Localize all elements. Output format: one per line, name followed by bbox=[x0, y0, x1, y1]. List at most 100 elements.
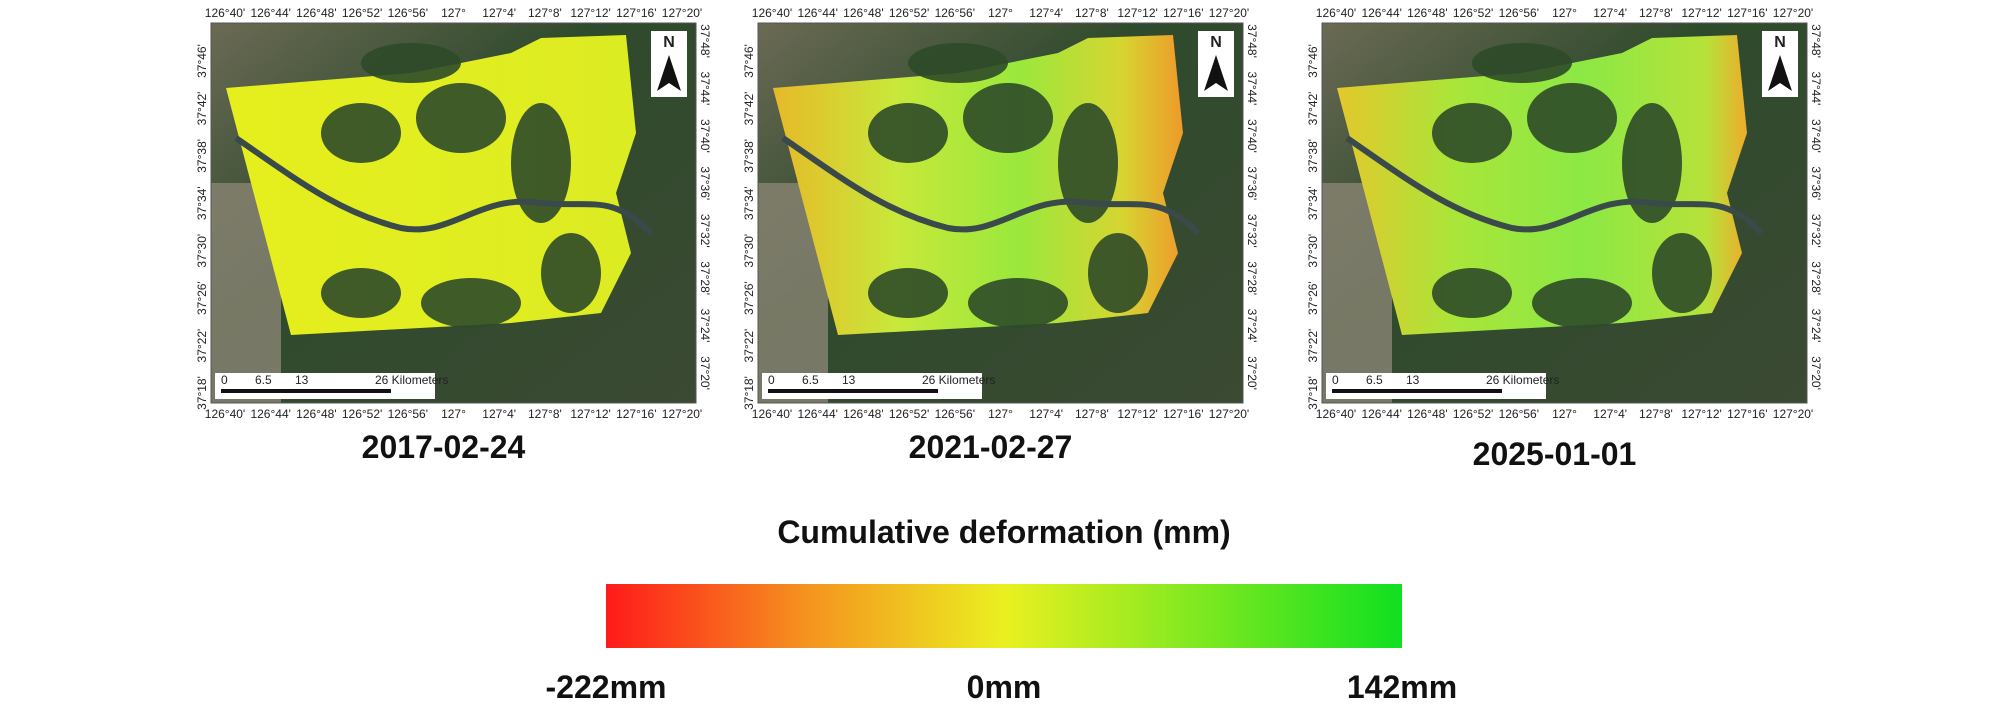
lon-tick-label: 126°56' bbox=[388, 407, 428, 421]
forest-area bbox=[1652, 233, 1712, 313]
lon-tick-label: 127° bbox=[988, 6, 1013, 20]
lon-tick-label: 126°48' bbox=[843, 407, 883, 421]
north-arrow-shape bbox=[1204, 55, 1228, 91]
lat-tick-label: 37°48' bbox=[698, 24, 712, 58]
north-label: N bbox=[1210, 34, 1222, 51]
scale-bar-box bbox=[215, 373, 435, 399]
lat-tick-label: 37°34' bbox=[1306, 186, 1320, 220]
map-panel: N 0 6.5 13 26 Kilometers 126°40' 126°40' 126°44… bbox=[1306, 6, 1823, 421]
lat-tick-label: 37°44' bbox=[1809, 72, 1823, 106]
map-frame bbox=[757, 22, 1244, 404]
lon-tick-label: 126°40' bbox=[205, 407, 245, 421]
scale-bar-line bbox=[221, 389, 391, 393]
forest-area bbox=[968, 278, 1068, 328]
lon-tick-label: 127° bbox=[1552, 6, 1577, 20]
forest-area bbox=[416, 83, 506, 153]
forest-area bbox=[1088, 233, 1148, 313]
legend-max-label: 142mm bbox=[1347, 669, 1457, 705]
forest-area bbox=[1058, 103, 1118, 223]
forest-area bbox=[1532, 278, 1632, 328]
lon-tick-label: 127°20' bbox=[662, 407, 702, 421]
lon-tick-label: 127°20' bbox=[662, 6, 702, 20]
lon-tick-label: 127°16' bbox=[1163, 6, 1203, 20]
lon-tick-label: 127°16' bbox=[1163, 407, 1203, 421]
lat-tick-label: 37°36' bbox=[698, 166, 712, 200]
lon-tick-label: 127°4' bbox=[1029, 6, 1063, 20]
lon-tick-label: 126°44' bbox=[1361, 6, 1401, 20]
lat-tick-label: 37°28' bbox=[1245, 261, 1259, 295]
lon-tick-label: 126°40' bbox=[205, 6, 245, 20]
lat-tick-label: 37°26' bbox=[195, 281, 209, 315]
lat-tick-label: 37°44' bbox=[698, 72, 712, 106]
lon-tick-label: 127° bbox=[988, 407, 1013, 421]
lon-tick-label: 126°52' bbox=[889, 407, 929, 421]
forest-area bbox=[868, 103, 948, 163]
north-arrow: N bbox=[1762, 31, 1798, 97]
lat-tick-label: 37°22' bbox=[742, 329, 756, 363]
north-arrow-shape bbox=[1768, 55, 1792, 91]
lat-tick-label: 37°34' bbox=[195, 186, 209, 220]
lat-tick-label: 37°30' bbox=[742, 234, 756, 268]
panel-date: 2025-01-01 bbox=[1473, 436, 1637, 472]
lon-tick-label: 127°8' bbox=[528, 407, 562, 421]
scale-bar-label: 6.5 bbox=[802, 373, 819, 387]
scale-bar-line bbox=[768, 389, 938, 393]
lat-tick-label: 37°42' bbox=[195, 92, 209, 126]
lat-tick-label: 37°40' bbox=[1245, 119, 1259, 153]
panel-date: 2017-02-24 bbox=[362, 429, 526, 465]
lon-tick-label: 127°20' bbox=[1773, 407, 1813, 421]
lon-tick-label: 127°16' bbox=[616, 407, 656, 421]
lon-tick-label: 127°12' bbox=[570, 407, 610, 421]
forest-area bbox=[361, 43, 461, 83]
lat-tick-label: 37°46' bbox=[195, 44, 209, 78]
lon-tick-label: 127°20' bbox=[1773, 6, 1813, 20]
color-bar bbox=[606, 584, 1402, 648]
forest-area bbox=[321, 103, 401, 163]
scale-bar-label: 6.5 bbox=[1366, 373, 1383, 387]
lat-tick-label: 37°44' bbox=[1245, 72, 1259, 106]
lat-tick-label: 37°40' bbox=[1809, 119, 1823, 153]
lat-tick-label: 37°30' bbox=[1306, 234, 1320, 268]
lat-tick-label: 37°18' bbox=[1306, 376, 1320, 410]
scale-bar-box bbox=[762, 373, 982, 399]
lat-tick-label: 37°46' bbox=[1306, 44, 1320, 78]
lon-tick-label: 126°44' bbox=[797, 6, 837, 20]
lat-tick-label: 37°18' bbox=[742, 376, 756, 410]
forest-area bbox=[868, 268, 948, 318]
panel-date: 2021-02-27 bbox=[909, 429, 1073, 465]
legend-title: Cumulative deformation (mm) bbox=[777, 514, 1230, 550]
map-panel: N 0 6.5 13 26 Kilometers 126°40' 126°40' 126°44… bbox=[195, 6, 712, 421]
forest-area bbox=[1472, 43, 1572, 83]
lat-tick-label: 37°34' bbox=[742, 186, 756, 220]
lat-tick-label: 37°48' bbox=[1245, 24, 1259, 58]
lon-tick-label: 127°8' bbox=[528, 6, 562, 20]
lat-tick-label: 37°46' bbox=[742, 44, 756, 78]
lon-tick-label: 126°44' bbox=[797, 407, 837, 421]
lat-tick-label: 37°36' bbox=[1245, 166, 1259, 200]
lon-tick-label: 127° bbox=[441, 6, 466, 20]
forest-area bbox=[963, 83, 1053, 153]
lon-tick-label: 126°44' bbox=[250, 407, 290, 421]
lon-tick-label: 126°40' bbox=[752, 407, 792, 421]
lon-tick-label: 126°56' bbox=[1499, 6, 1539, 20]
legend-mid-label: 0mm bbox=[967, 669, 1042, 705]
lon-tick-label: 127°16' bbox=[1727, 407, 1767, 421]
lon-tick-label: 127°8' bbox=[1639, 407, 1673, 421]
river bbox=[781, 135, 1201, 236]
lat-tick-label: 37°40' bbox=[698, 119, 712, 153]
lon-tick-label: 127°20' bbox=[1209, 407, 1249, 421]
scale-bar-label: 13 bbox=[1406, 373, 1420, 387]
forest-area bbox=[1432, 268, 1512, 318]
lat-tick-label: 37°20' bbox=[1245, 356, 1259, 390]
map-frame bbox=[1321, 22, 1808, 404]
lat-tick-label: 37°20' bbox=[1809, 356, 1823, 390]
forest-area bbox=[321, 268, 401, 318]
lon-tick-label: 127°8' bbox=[1075, 6, 1109, 20]
lon-tick-label: 126°48' bbox=[1407, 407, 1447, 421]
scale-bar-line bbox=[1332, 389, 1502, 393]
lat-tick-label: 37°32' bbox=[1245, 214, 1259, 248]
scale-bar-label: 0 bbox=[1332, 373, 1339, 387]
lat-tick-label: 37°24' bbox=[1245, 309, 1259, 343]
lon-tick-label: 126°56' bbox=[935, 6, 975, 20]
